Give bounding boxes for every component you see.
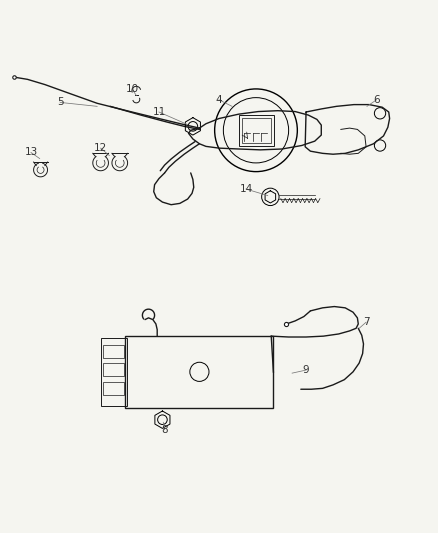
Text: 4: 4 — [215, 95, 223, 105]
Bar — [103, 382, 124, 395]
Text: 6: 6 — [373, 95, 380, 105]
Bar — [242, 118, 271, 143]
Text: 13: 13 — [25, 148, 38, 157]
Text: 9: 9 — [303, 365, 309, 375]
Text: 5: 5 — [57, 98, 64, 108]
Bar — [103, 345, 124, 358]
Bar — [239, 115, 274, 147]
Text: 10: 10 — [125, 84, 138, 94]
Text: 8: 8 — [161, 425, 168, 435]
Bar — [125, 336, 273, 408]
Text: 14: 14 — [239, 184, 253, 194]
Text: 7: 7 — [363, 317, 369, 327]
Text: 12: 12 — [94, 143, 107, 153]
Bar — [103, 363, 124, 376]
Text: 11: 11 — [152, 107, 166, 117]
Bar — [101, 338, 127, 406]
